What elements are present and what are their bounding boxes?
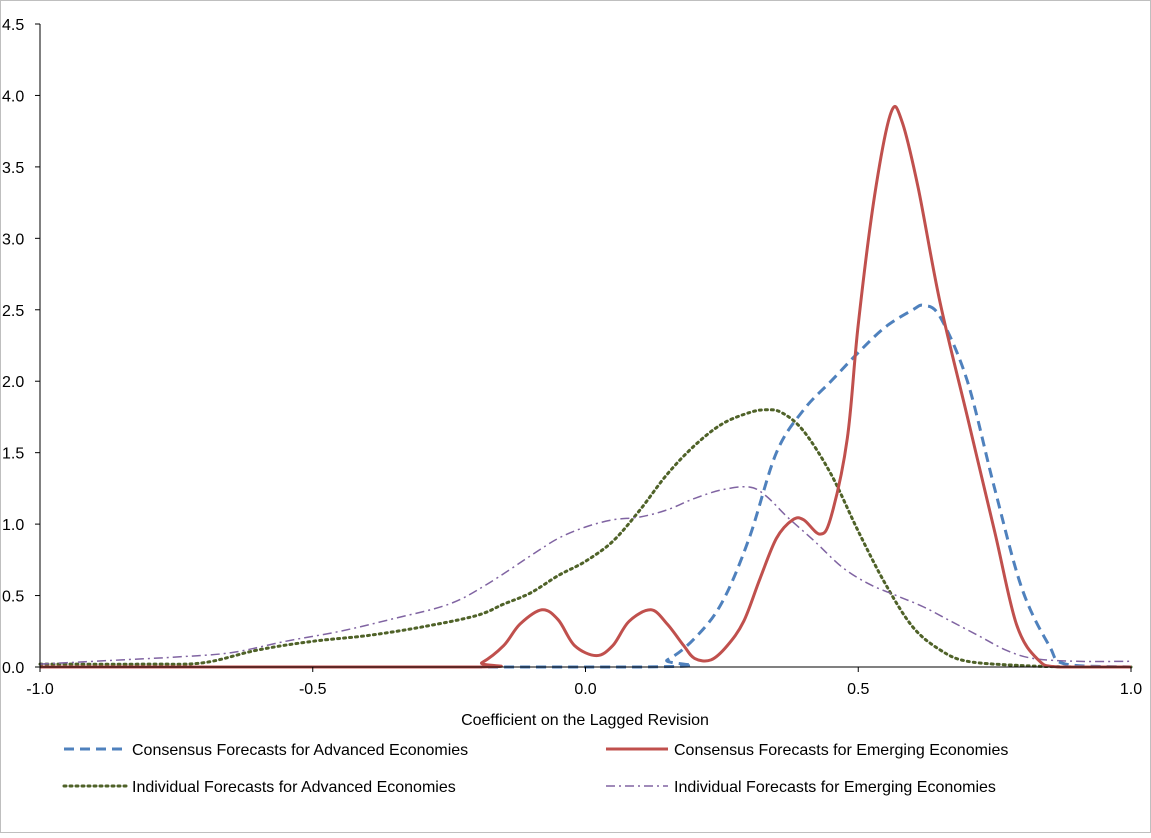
legend: Consensus Forecasts for Advanced Economi… — [62, 742, 1008, 796]
x-axis-label: Coefficient on the Lagged Revision — [461, 712, 709, 729]
y-tick-label: 3.0 — [2, 231, 24, 248]
y-tick-label: 1.5 — [2, 446, 24, 463]
y-tick-label: 4.5 — [2, 17, 24, 34]
series-line-2 — [39, 105, 1131, 669]
legend-label-4: Individual Forecasts for Emerging Econom… — [674, 779, 996, 796]
x-tick-layer: -1.0 -0.5 0.0 0.5 1.0 — [26, 667, 1142, 698]
series-line-1 — [39, 303, 1132, 669]
x-tick-label: 0.5 — [847, 681, 869, 698]
x-tick-label: 0.0 — [574, 681, 596, 698]
y-tick-label: 0.5 — [2, 589, 24, 606]
y-tick-label: 0.0 — [2, 660, 24, 677]
series-layer — [38, 105, 1133, 669]
y-tick-label: 2.5 — [2, 303, 24, 320]
series-line-3 — [38, 408, 1133, 669]
y-tick-label: 3.5 — [2, 160, 24, 177]
series-line-4 — [39, 485, 1132, 665]
legend-label-2: Consensus Forecasts for Emerging Economi… — [674, 742, 1008, 759]
x-tick-label: 1.0 — [1120, 681, 1142, 698]
x-tick-label: -1.0 — [26, 681, 54, 698]
x-tick-label: -0.5 — [299, 681, 327, 698]
legend-label-3: Individual Forecasts for Advanced Econom… — [132, 779, 456, 796]
y-tick-label: 4.0 — [2, 88, 24, 105]
y-tick-label: 1.0 — [2, 517, 24, 534]
y-tick-layer: 0.0 0.5 1.0 1.5 2.0 2.5 3.0 3.5 4.0 4.5 — [2, 17, 40, 677]
y-tick-label: 2.0 — [2, 374, 24, 391]
legend-label-1: Consensus Forecasts for Advanced Economi… — [132, 742, 468, 759]
